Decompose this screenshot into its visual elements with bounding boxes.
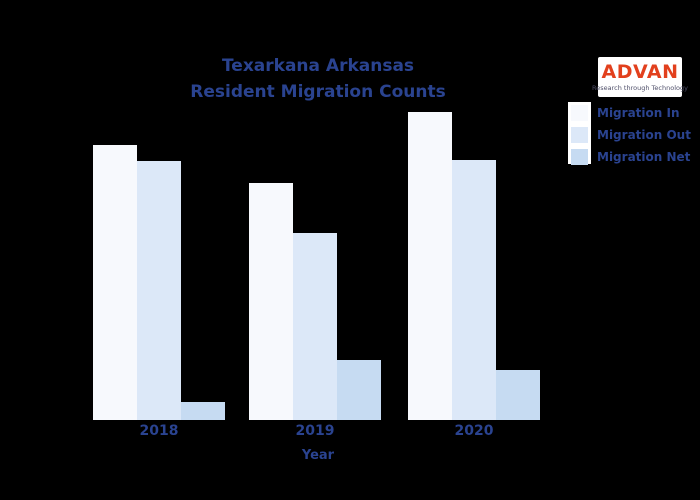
legend-label-migration-net: Migration Net — [597, 150, 691, 164]
chart-title-line-2: Resident Migration Counts — [190, 81, 446, 102]
x-tick-label-2018: 2018 — [139, 423, 179, 439]
bar-migration-out-2018 — [137, 161, 181, 420]
bar-migration-net-2020 — [496, 370, 540, 420]
advan-logo-tagline: Research through Technology — [592, 83, 688, 92]
bar-migration-out-2019 — [293, 233, 337, 420]
bar-migration-in-2020 — [408, 112, 452, 420]
x-axis-title: Year — [301, 448, 335, 463]
legend-swatch-migration-net — [571, 149, 588, 165]
legend-swatch-migration-in — [571, 105, 588, 121]
bar-migration-net-2018 — [181, 402, 225, 420]
advan-logo-wordmark: ADVAN — [601, 60, 679, 83]
bar-migration-out-2020 — [452, 160, 496, 420]
legend-swatch-migration-out — [571, 127, 588, 143]
chart-title: Texarkana Arkansas Resident Migration Co… — [118, 54, 518, 105]
bar-migration-in-2018 — [93, 145, 137, 420]
bar-migration-net-2019 — [337, 360, 381, 420]
chart-title-line-1: Texarkana Arkansas — [221, 56, 415, 76]
legend-label-migration-in: Migration In — [597, 106, 680, 120]
advan-logo: ADVAN Research through Technology — [592, 57, 688, 97]
bar-migration-in-2019 — [249, 183, 293, 420]
x-tick-label-2020: 2020 — [454, 423, 494, 439]
legend-label-migration-out: Migration Out — [597, 128, 691, 142]
x-tick-label-2019: 2019 — [295, 423, 335, 439]
